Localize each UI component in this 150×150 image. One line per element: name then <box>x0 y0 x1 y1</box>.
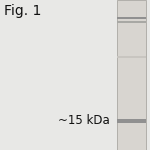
Bar <box>117 21 146 23</box>
Bar <box>117 119 146 123</box>
Bar <box>117 17 146 19</box>
Bar <box>117 0 146 150</box>
Text: Fig. 1: Fig. 1 <box>4 4 42 18</box>
Bar <box>117 56 146 58</box>
Text: ~15 kDa: ~15 kDa <box>58 114 110 127</box>
